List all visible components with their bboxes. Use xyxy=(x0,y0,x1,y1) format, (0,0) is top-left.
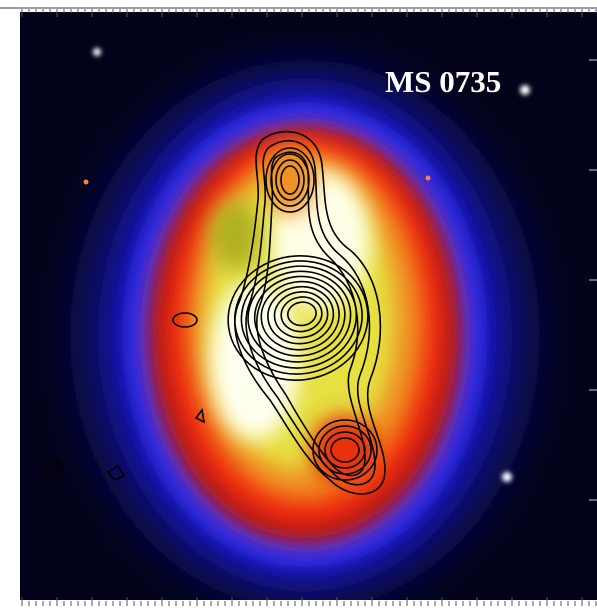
page: MS 0735 (() => { const data = JSON.parse… xyxy=(0,0,597,613)
star xyxy=(502,472,512,482)
star xyxy=(93,48,101,56)
astronomical-image: MS 0735 xyxy=(0,0,597,613)
object-label: MS 0735 xyxy=(385,64,501,99)
star xyxy=(426,176,431,181)
star xyxy=(84,180,89,185)
star xyxy=(520,85,530,95)
greenish-patch xyxy=(210,200,260,270)
image-field: MS 0735 xyxy=(20,12,597,610)
